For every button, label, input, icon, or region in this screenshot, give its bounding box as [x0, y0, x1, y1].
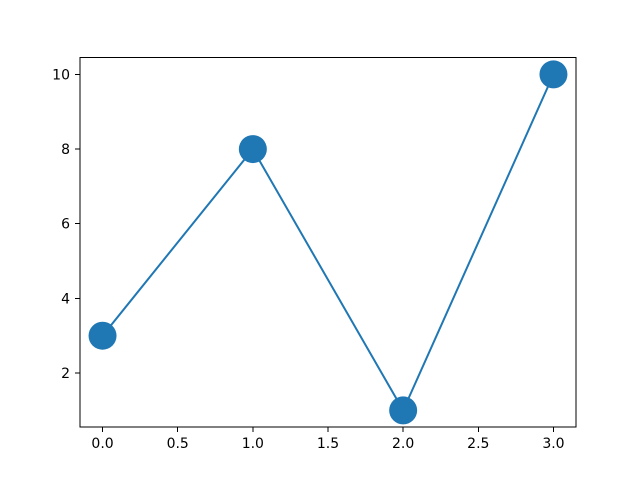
y-tick-label: 10	[52, 67, 70, 83]
x-tick-label: 1.0	[242, 436, 264, 452]
x-tick-label: 1.5	[317, 436, 339, 452]
x-tick-label: 0.5	[167, 436, 189, 452]
x-tick-label: 2.0	[392, 436, 414, 452]
data-point	[539, 60, 568, 89]
data-point	[238, 135, 267, 164]
data-line	[101, 73, 555, 412]
x-tick-label: 2.5	[467, 436, 489, 452]
y-tick-label: 6	[61, 217, 70, 233]
y-tick-label: 4	[61, 291, 70, 307]
data-point	[88, 321, 117, 350]
x-tick-label: 0.0	[91, 436, 113, 452]
y-tick-label: 8	[61, 142, 70, 158]
x-tick-label: 3.0	[542, 436, 564, 452]
axes-frame	[79, 57, 577, 428]
y-tick-label: 2	[61, 366, 70, 382]
data-point	[389, 396, 418, 425]
